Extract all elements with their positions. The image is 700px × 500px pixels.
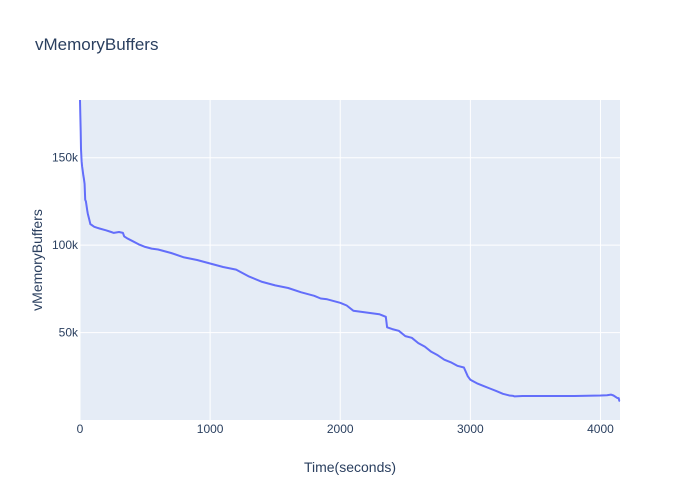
series-line[interactable]: [79, 99, 621, 402]
y-tick-label: 100k: [52, 238, 79, 252]
chart-title: vMemoryBuffers: [35, 35, 158, 54]
x-tick-label: 1000: [197, 422, 224, 436]
plot-area: [80, 100, 620, 420]
x-tick-label: 2000: [327, 422, 354, 436]
y-axis-label: vMemoryBuffers: [29, 209, 45, 311]
x-tick-label: 3000: [457, 422, 484, 436]
y-tick-label: 50k: [59, 326, 79, 340]
tick-labels: 0 1000 2000 3000 4000 50k 100k 150k: [52, 151, 614, 436]
x-axis-label: Time(seconds): [304, 459, 396, 475]
x-tick-label: 4000: [587, 422, 614, 436]
y-tick-label: 150k: [52, 151, 79, 165]
grid-lines: [79, 100, 620, 420]
x-tick-label: 0: [77, 422, 84, 436]
